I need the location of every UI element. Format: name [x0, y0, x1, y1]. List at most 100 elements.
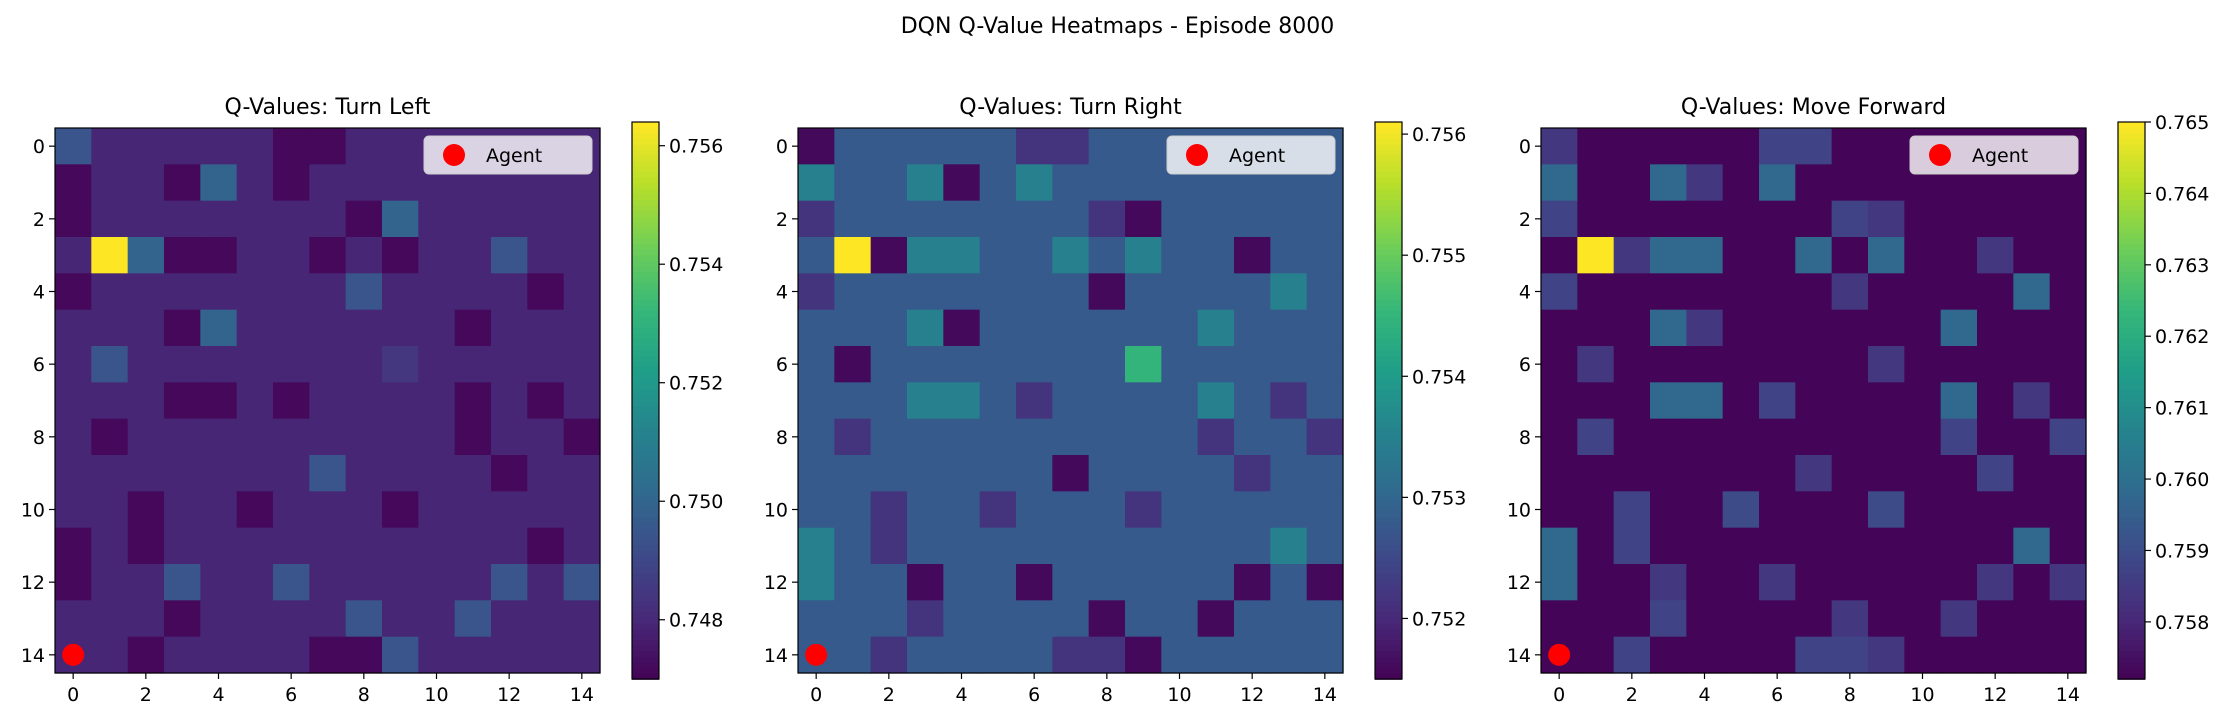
heatmap-cell-r10-c2 — [127, 491, 165, 529]
heatmap-cell-r13-c4 — [200, 600, 238, 638]
heatmap-cell-r9-c3 — [164, 455, 201, 492]
colorbar-segment — [2118, 656, 2145, 664]
colorbar-segment — [632, 545, 659, 552]
heatmap-cell-r9-c0 — [798, 455, 835, 492]
heatmap-cell-r9-c9 — [1125, 455, 1162, 492]
colorbar-segment — [2118, 617, 2145, 625]
heatmap-cell-r10-c6 — [1759, 491, 1796, 529]
heatmap-cell-r8-c0 — [55, 418, 92, 456]
heatmap-cell-r7-c2 — [870, 382, 908, 420]
heatmap-cell-r12-c12 — [1977, 564, 2014, 601]
heatmap-cell-r0-c6 — [1759, 128, 1796, 165]
x-tick-label: 10 — [1167, 684, 1191, 706]
heatmap-cell-r13-c5 — [979, 600, 1017, 638]
heatmap-cell-r8-c8 — [1831, 418, 1869, 456]
colorbar-segment — [632, 211, 659, 218]
x-tick-label: 2 — [1626, 684, 1638, 706]
heatmap-cell-r8-c8 — [345, 418, 383, 456]
heatmap-cell-r1-c7 — [1795, 164, 1833, 202]
colorbar-segment — [632, 656, 659, 664]
colorbar-segment — [2118, 289, 2145, 296]
colorbar-segment — [632, 411, 659, 419]
colorbar-segment — [632, 127, 659, 134]
colorbar-segment — [632, 556, 659, 563]
x-tick-label: 14 — [2056, 684, 2080, 706]
heatmap-cell-r8-c9 — [382, 418, 419, 456]
heatmap-cell-r6-c0 — [55, 346, 92, 383]
colorbar-segment — [632, 166, 659, 173]
heatmap-cell-r3-c14 — [2049, 237, 2087, 274]
colorbar-segment — [632, 266, 659, 274]
colorbar-segment — [632, 316, 659, 324]
heatmap-cell-r12-c14 — [563, 564, 601, 601]
heatmap-cell-r8-c3 — [907, 418, 944, 456]
heatmap-cell-r3-c6 — [273, 237, 310, 274]
heatmap-cell-r3-c1 — [1577, 237, 1615, 274]
heatmap-cell-r5-c13 — [2013, 309, 2051, 347]
colorbar-segment — [2118, 311, 2145, 318]
colorbar-segment — [632, 205, 659, 212]
colorbar-segment — [1375, 539, 1402, 547]
heatmap-cell-r10-c7 — [309, 491, 347, 529]
heatmap-cell-r12-c9 — [1125, 564, 1162, 601]
colorbar-segment — [2118, 467, 2145, 474]
heatmap-cell-r12-c0 — [798, 564, 835, 601]
colorbar-segment — [2118, 216, 2145, 224]
colorbar-segment — [1375, 417, 1402, 424]
heatmap-cell-r7-c8 — [1831, 382, 1869, 420]
heatmap-cell-r2-c8 — [1088, 200, 1126, 238]
x-tick-label: 10 — [1910, 684, 1934, 706]
y-tick-label: 14 — [1507, 645, 1531, 667]
colorbar-segment — [2118, 495, 2145, 502]
heatmap-cell-r13-c10 — [1904, 600, 1942, 638]
heatmap-cell-r10-c12 — [491, 491, 528, 529]
heatmap-cell-r5-c11 — [454, 309, 492, 347]
heatmap-cell-r8-c2 — [870, 418, 908, 456]
colorbar-segment — [2118, 172, 2145, 179]
colorbar-segment — [1375, 311, 1402, 318]
colorbar-segment — [1375, 651, 1402, 658]
x-tick-label: 2 — [140, 684, 152, 706]
heatmap-cell-r7-c10 — [1904, 382, 1942, 420]
heatmap-cell-r9-c5 — [1722, 455, 1760, 492]
heatmap-cell-r10-c5 — [979, 491, 1017, 529]
y-tick-label: 8 — [1519, 427, 1531, 449]
colorbar-segment — [1375, 194, 1402, 201]
heatmap-cell-r0-c8 — [1831, 128, 1869, 165]
heatmap-cell-r0-c8 — [1088, 128, 1126, 165]
heatmap-cell-r4-c4 — [943, 273, 981, 311]
heatmap-cell-r5-c1 — [834, 309, 872, 347]
heatmap-cell-r12-c9 — [1868, 564, 1905, 601]
colorbar-segment — [1375, 400, 1402, 407]
colorbar-segment — [2118, 589, 2145, 597]
colorbar-segment — [1375, 188, 1402, 196]
heatmap-cell-r3-c13 — [1270, 237, 1308, 274]
heatmap-cell-r10-c2 — [870, 491, 908, 529]
heatmap-cell-r3-c3 — [907, 237, 944, 274]
colorbar-segment — [1375, 350, 1402, 357]
heatmap-cell-r11-c12 — [491, 527, 528, 565]
colorbar-tick-label: 0.756 — [1412, 124, 1466, 146]
colorbar-segment — [2118, 500, 2145, 508]
colorbar-segment — [1375, 144, 1402, 151]
heatmap-cell-r10-c8 — [1831, 491, 1869, 529]
heatmap-cell-r9-c6 — [273, 455, 310, 492]
colorbar-segment — [632, 623, 659, 630]
heatmap-cell-r2-c10 — [418, 200, 456, 238]
colorbar-segment — [632, 300, 659, 307]
colorbar-segment — [1375, 489, 1402, 496]
colorbar-segment — [2118, 578, 2145, 586]
legend-label: Agent — [486, 145, 542, 167]
heatmap-cell-r3-c0 — [55, 237, 92, 274]
colorbar-segment — [1375, 673, 1402, 680]
heatmap-cell-r14-c4 — [200, 636, 238, 674]
heatmap-cell-r8-c13 — [527, 418, 565, 456]
heatmap-cell-r4-c8 — [345, 273, 383, 311]
heatmap-cell-r2-c11 — [1197, 200, 1235, 238]
heatmap-cell-r13-c11 — [1197, 600, 1235, 638]
heatmap-cell-r7-c2 — [1613, 382, 1651, 420]
heatmap-cell-r8-c3 — [164, 418, 201, 456]
heatmap-cell-r4-c10 — [1161, 273, 1199, 311]
colorbar-segment — [1375, 517, 1402, 524]
heatmap-cell-r14-c1 — [1577, 636, 1615, 674]
